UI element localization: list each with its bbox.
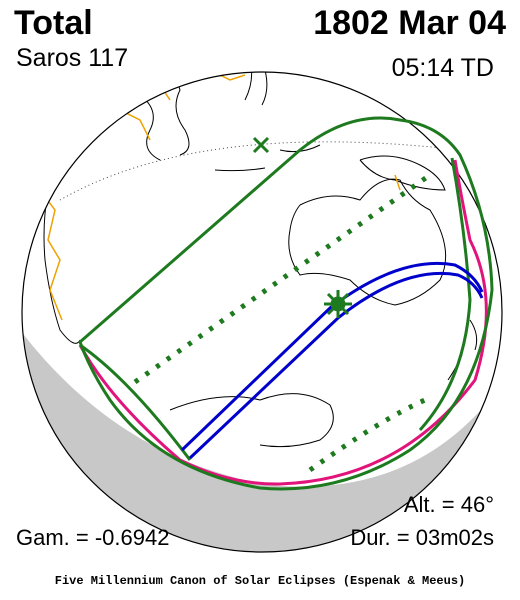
eclipse-time: 05:14 TD [391, 54, 494, 82]
coastlines [43, 72, 478, 448]
gamma-value: Gam. = -0.6942 [16, 525, 170, 550]
credit-line: Five Millennium Canon of Solar Eclipses … [54, 574, 466, 588]
duration-value: Dur. = 03m02s [350, 525, 494, 550]
globe-disk [22, 72, 502, 552]
sun-altitude: Alt. = 46° [403, 492, 494, 517]
greatest-eclipse-marker [324, 290, 352, 318]
sunrise-sunset-curves [78, 159, 488, 486]
subsolar-point-marker [252, 136, 270, 154]
saros-number: Saros 117 [16, 44, 129, 72]
eclipse-date: 1802 Mar 04 [313, 4, 506, 42]
globe-outline [21, 71, 503, 553]
eclipse-type: Total [14, 4, 93, 42]
eclipse-dotted-lines [133, 172, 432, 473]
penumbral-limits [78, 116, 494, 491]
central-path [180, 261, 484, 460]
